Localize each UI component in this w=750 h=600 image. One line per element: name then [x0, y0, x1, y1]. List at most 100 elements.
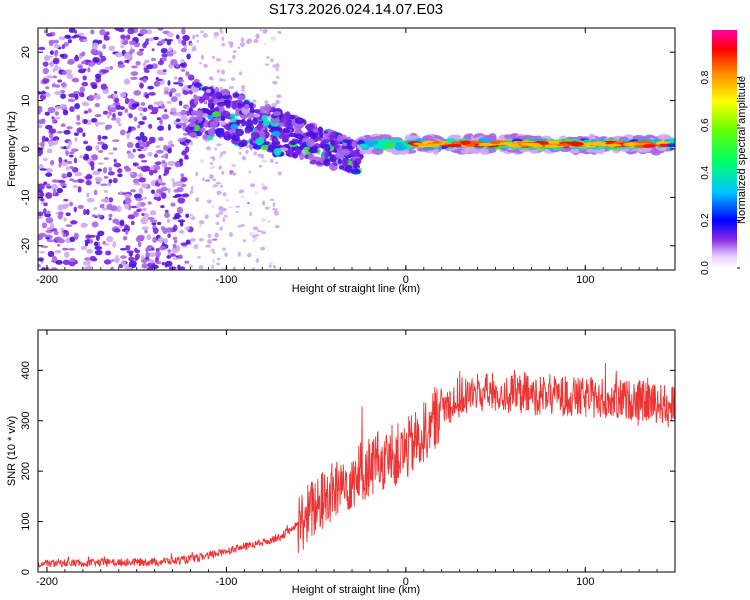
heatmap-cell	[132, 211, 139, 218]
heatmap-cell	[102, 243, 110, 246]
heatmap-cell	[195, 34, 200, 38]
heatmap-cell	[122, 235, 128, 241]
heatmap-cell	[288, 132, 297, 138]
heatmap-cell	[133, 182, 141, 186]
heatmap-cell	[80, 222, 88, 228]
heatmap-cell	[135, 197, 144, 202]
heatmap-cell	[219, 152, 223, 158]
heatmap-cell	[207, 115, 214, 120]
heatmap-cell	[58, 156, 63, 164]
heatmap-cell	[218, 206, 224, 211]
heatmap-cell	[337, 158, 342, 165]
snr-frame	[37, 329, 676, 573]
heatmap-cell	[58, 179, 66, 184]
heatmap-cell	[272, 64, 276, 68]
heatmap-cell	[198, 96, 204, 104]
heatmap-cell	[118, 123, 122, 127]
heatmap-cell	[152, 227, 159, 234]
heatmap-cell	[142, 78, 148, 83]
heatmap-cell	[263, 42, 267, 45]
heatmap-cell	[235, 119, 244, 124]
heatmap-cell	[69, 236, 76, 243]
heatmap-cell	[319, 131, 324, 139]
heatmap-cell	[340, 148, 351, 156]
heatmap-cell	[294, 117, 305, 124]
heatmap-cell	[238, 190, 243, 194]
heatmap-cell	[247, 201, 250, 205]
heatmap-cell	[222, 192, 227, 197]
heatmap-cell	[170, 144, 175, 147]
heatmap-cell	[51, 116, 55, 119]
heatmap-cell	[171, 50, 177, 55]
heatmap-cell	[76, 178, 85, 184]
heatmap-cell	[128, 266, 133, 270]
page-title: S173.2026.024.14.07.E03	[269, 1, 443, 18]
heatmap-cell	[272, 264, 277, 269]
heatmap-cell	[42, 157, 48, 162]
heatmap-cell	[232, 54, 236, 60]
spectrogram-x-tick-label: 100	[576, 274, 594, 286]
heatmap-cell	[167, 160, 176, 166]
heatmap-cell	[242, 239, 247, 243]
heatmap-cell	[261, 200, 266, 206]
heatmap-cell	[141, 135, 148, 143]
heatmap-cell	[41, 222, 48, 229]
heatmap-cell	[82, 75, 87, 81]
heatmap-cell	[166, 218, 171, 224]
heatmap-cell	[146, 234, 152, 241]
heatmap-cell	[47, 106, 56, 114]
heatmap-cell	[240, 223, 245, 228]
heatmap-cell	[43, 55, 51, 62]
heatmap-cell	[161, 160, 166, 164]
heatmap-cell	[379, 134, 392, 140]
heatmap-cell	[219, 184, 223, 188]
heatmap-cell	[124, 108, 128, 113]
heatmap-cell	[222, 208, 227, 212]
heatmap-cell	[177, 79, 185, 83]
heatmap-cell	[122, 38, 129, 46]
heatmap-cell	[202, 33, 208, 38]
heatmap-cell	[52, 68, 56, 73]
heatmap-cell	[101, 143, 108, 150]
heatmap-cell	[203, 63, 208, 68]
heatmap-cell	[62, 233, 67, 238]
colorbar-tick-label: 0.8	[700, 70, 711, 84]
heatmap-cell	[167, 187, 171, 194]
heatmap-cell	[137, 201, 142, 205]
heatmap-cell	[173, 239, 178, 244]
heatmap-cell	[216, 262, 221, 266]
heatmap-cell	[66, 203, 70, 208]
heatmap-cell	[83, 110, 89, 114]
heatmap-cell	[254, 191, 258, 195]
heatmap-cell	[63, 129, 71, 135]
heatmap-cell	[93, 189, 98, 196]
heatmap-cell	[204, 214, 209, 220]
heatmap-cell	[274, 161, 279, 164]
heatmap-cell	[77, 186, 82, 193]
heatmap-cell	[206, 135, 214, 141]
heatmap-cell	[132, 148, 136, 153]
heatmap-cell	[193, 244, 199, 247]
heatmap-cell	[276, 30, 282, 34]
heatmap-cell	[67, 161, 73, 164]
heatmap-cell	[80, 52, 85, 57]
heatmap-cell	[64, 251, 70, 258]
heatmap-cell	[60, 123, 66, 127]
heatmap-cell	[85, 145, 93, 152]
heatmap-cell	[108, 178, 113, 184]
heatmap-cell	[126, 142, 134, 148]
heatmap-cell	[193, 246, 199, 249]
heatmap-cell	[253, 113, 261, 118]
heatmap-cell	[305, 131, 315, 137]
heatmap-cell	[94, 102, 100, 108]
snr-panel: -200 -100 0 100 0 100 200 300 400 Height of stra…	[6, 329, 676, 596]
heatmap-cell	[55, 260, 63, 265]
heatmap-cell	[108, 197, 114, 203]
heatmap-cell	[216, 257, 221, 261]
heatmap-cell	[103, 259, 112, 265]
heatmap-cell	[179, 221, 184, 227]
heatmap-cell	[99, 203, 105, 209]
heatmap-cell	[172, 195, 179, 199]
heatmap-cell	[356, 158, 362, 165]
heatmap-cell	[337, 134, 342, 143]
